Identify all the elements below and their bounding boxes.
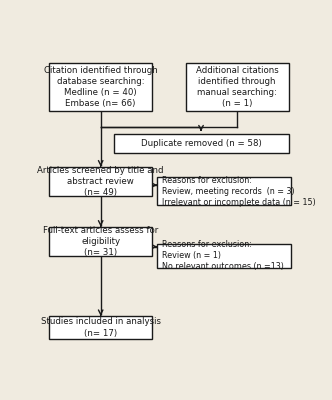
Text: Articles screened by title and
abstract review
(n= 49): Articles screened by title and abstract … (38, 166, 164, 197)
Text: Additional citations
identified through
manual searching:
(n = 1): Additional citations identified through … (196, 66, 279, 108)
Text: Reasons for exclusion:
Review (n = 1)
No relevant outcomes (n =13): Reasons for exclusion: Review (n = 1) No… (162, 240, 284, 272)
FancyBboxPatch shape (157, 244, 291, 268)
FancyBboxPatch shape (186, 63, 289, 111)
Text: Reasons for exclusion:
Review, meeting records  (n = 3)
Irrelevant or incomplete: Reasons for exclusion: Review, meeting r… (162, 176, 316, 207)
FancyBboxPatch shape (114, 134, 289, 153)
Text: Studies included in analysis
(n= 17): Studies included in analysis (n= 17) (41, 318, 161, 338)
FancyBboxPatch shape (49, 227, 152, 256)
FancyBboxPatch shape (49, 316, 152, 339)
Text: Citation identified through
database searching:
Medline (n = 40)
Embase (n= 66): Citation identified through database sea… (44, 66, 158, 108)
FancyBboxPatch shape (49, 63, 152, 111)
FancyBboxPatch shape (157, 177, 291, 205)
Text: Full-text articles assess for
eligibility
(n= 31): Full-text articles assess for eligibilit… (43, 226, 158, 257)
FancyBboxPatch shape (49, 166, 152, 196)
Text: Duplicate removed (n = 58): Duplicate removed (n = 58) (141, 139, 261, 148)
